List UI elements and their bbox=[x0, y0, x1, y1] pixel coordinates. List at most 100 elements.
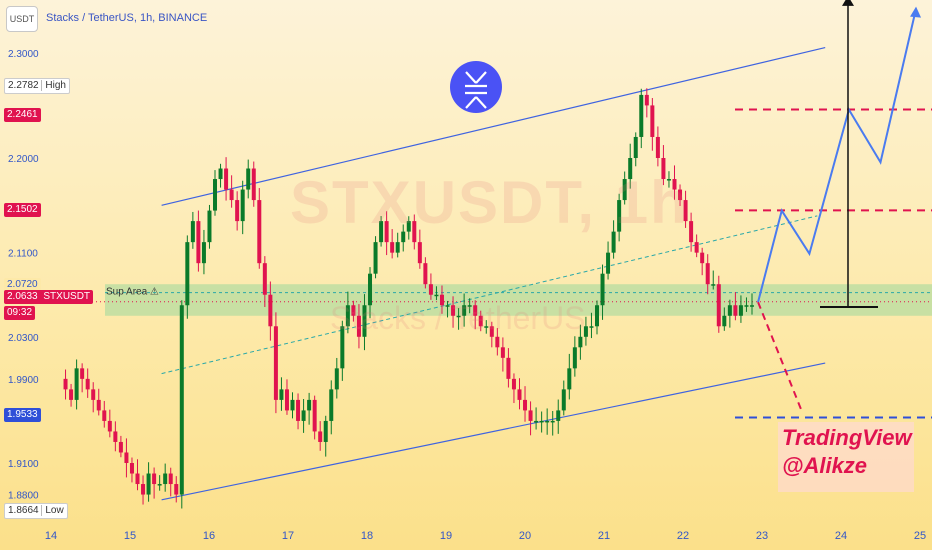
candle-body bbox=[362, 305, 367, 337]
y-tick-label: 1.8800 bbox=[8, 491, 39, 502]
y-tick-label: 1.9900 bbox=[8, 375, 39, 386]
candle-body bbox=[556, 410, 561, 421]
candle-body bbox=[390, 242, 395, 253]
candle-body bbox=[694, 242, 699, 253]
candle-body bbox=[80, 368, 85, 379]
candle-body bbox=[417, 242, 422, 264]
candle-body bbox=[478, 315, 483, 327]
candle-body bbox=[561, 389, 566, 411]
candle-body bbox=[351, 305, 356, 316]
candle-body bbox=[168, 473, 173, 485]
candle-body bbox=[539, 420, 544, 423]
candle-body bbox=[323, 420, 328, 442]
x-tick-label: 18 bbox=[361, 530, 373, 542]
candle-body bbox=[744, 305, 749, 307]
candle-body bbox=[689, 221, 694, 243]
candle-body bbox=[273, 326, 278, 400]
candle-body bbox=[262, 263, 267, 295]
candle-body bbox=[412, 221, 417, 243]
candle-body bbox=[85, 378, 90, 390]
candle-body bbox=[434, 294, 439, 297]
candle-body bbox=[141, 484, 146, 495]
candle-body bbox=[190, 221, 195, 243]
candle-body bbox=[628, 158, 633, 180]
candle-body bbox=[229, 189, 234, 201]
target-2-badge: 2.1502 bbox=[4, 203, 41, 217]
candle-body bbox=[307, 399, 312, 411]
measure-arrowhead bbox=[842, 0, 854, 6]
candle-body bbox=[340, 326, 345, 369]
candle-body bbox=[550, 420, 555, 423]
candle-body bbox=[395, 242, 400, 253]
author-label: TradingView @Alikze bbox=[778, 422, 914, 492]
y-tick-label: 2.1100 bbox=[8, 249, 38, 260]
stacks-logo-stroke bbox=[475, 71, 487, 84]
candle-body bbox=[163, 473, 168, 485]
candle-body bbox=[567, 368, 572, 390]
stacks-logo-stroke bbox=[475, 96, 487, 109]
candle-body bbox=[473, 305, 478, 316]
candle-body bbox=[296, 399, 301, 421]
candle-body bbox=[401, 231, 406, 243]
candle-body bbox=[423, 263, 428, 285]
candle-body bbox=[279, 389, 284, 400]
candle-body bbox=[146, 473, 151, 495]
candle-body bbox=[727, 305, 732, 316]
candle-body bbox=[113, 431, 118, 442]
candle-body bbox=[224, 168, 229, 190]
low-badge: 1.8664 Low bbox=[4, 503, 68, 519]
candle-body bbox=[345, 305, 350, 327]
candle-body bbox=[439, 294, 444, 306]
candle-body bbox=[329, 389, 334, 421]
x-tick-label: 22 bbox=[677, 530, 689, 542]
symbol-badge[interactable]: USDT bbox=[6, 6, 38, 32]
candle-body bbox=[589, 326, 594, 328]
candle-body bbox=[500, 347, 505, 358]
candle-body bbox=[617, 200, 622, 232]
candle-body bbox=[633, 136, 638, 158]
candle-body bbox=[722, 315, 727, 327]
candle-body bbox=[301, 410, 306, 421]
candle-body bbox=[428, 284, 433, 295]
candle-body bbox=[384, 221, 389, 243]
x-tick-label: 24 bbox=[835, 530, 847, 542]
x-tick-label: 19 bbox=[440, 530, 452, 542]
candle-body bbox=[406, 221, 411, 232]
candle-body bbox=[661, 158, 666, 180]
x-tick-label: 15 bbox=[124, 530, 136, 542]
watermark-symbol: STXUSDT, 1h bbox=[290, 169, 689, 236]
y-tick-label: 1.9100 bbox=[8, 459, 39, 470]
candle-body bbox=[69, 389, 74, 400]
support-badge: 1.9533 bbox=[4, 408, 41, 422]
countdown-badge: 09:32 bbox=[4, 306, 36, 320]
candle-body bbox=[257, 200, 262, 264]
candle-body bbox=[185, 242, 190, 306]
candle-body bbox=[129, 463, 134, 474]
author-line-1: TradingView bbox=[782, 425, 912, 450]
x-tick-label: 25 bbox=[914, 530, 926, 542]
channel-lower bbox=[161, 362, 826, 501]
candle-body bbox=[240, 189, 245, 222]
candle-body bbox=[207, 210, 212, 243]
chart-title: Stacks / TetherUS, 1h, BINANCE bbox=[46, 12, 208, 24]
x-tick-label: 17 bbox=[282, 530, 294, 542]
candle-body bbox=[484, 326, 489, 328]
candle-body bbox=[622, 179, 627, 201]
candle-body bbox=[506, 357, 511, 379]
candle-body bbox=[284, 389, 289, 411]
candle-body bbox=[655, 136, 660, 158]
candle-body bbox=[179, 305, 184, 495]
y-tick-label: 2.3000 bbox=[8, 49, 39, 60]
channel-upper bbox=[161, 46, 826, 206]
candle-body bbox=[489, 326, 494, 337]
candle-body bbox=[174, 484, 179, 495]
candle-body bbox=[368, 273, 373, 306]
candle-body bbox=[102, 410, 107, 421]
projection-path bbox=[757, 8, 918, 303]
candle-body bbox=[639, 94, 644, 137]
stacks-logo-stroke bbox=[465, 71, 477, 84]
candle-body bbox=[268, 294, 273, 327]
candle-body bbox=[456, 315, 461, 318]
